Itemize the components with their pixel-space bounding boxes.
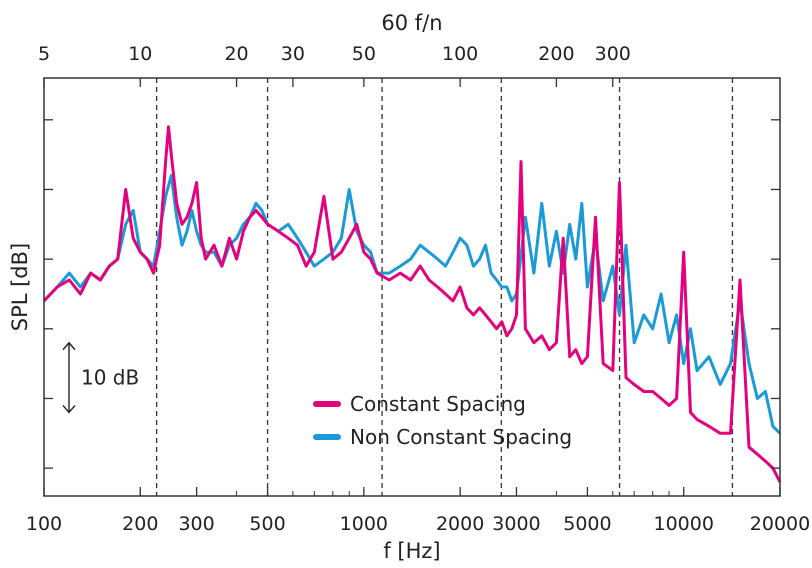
x-tick-label: 300 <box>178 513 214 535</box>
top-tick-label: 300 <box>595 43 631 65</box>
x-tick-label: 3000 <box>492 513 540 535</box>
series-line-1 <box>42 174 782 435</box>
top-tick-labels: 23510203050100200300 <box>38 43 631 65</box>
top-tick-label: 30 <box>281 43 305 65</box>
top-tick-label: 50 <box>352 43 376 65</box>
top-tick-label: 200 <box>538 43 574 65</box>
top-tick-label: 5 <box>38 43 50 65</box>
axis-ticks <box>43 78 781 496</box>
x-tick-label: 20000 <box>750 513 810 535</box>
scale-bar-bottom-arrow <box>62 404 76 414</box>
x-tick-label: 2000 <box>436 513 484 535</box>
x-tick-label: 100 <box>26 513 62 535</box>
x-axis-title: f [Hz] <box>383 539 440 563</box>
legend-label-non-constant-spacing: Non Constant Spacing <box>350 425 572 449</box>
plot-frame <box>43 77 781 497</box>
x-tick-label: 500 <box>249 513 285 535</box>
x-tick-label: 200 <box>122 513 158 535</box>
top-tick-label: 100 <box>442 43 478 65</box>
series-line-0 <box>42 125 782 483</box>
y-axis-title: SPL [dB] <box>8 243 32 332</box>
top-axis-title: 60 f/n <box>381 11 442 35</box>
top-tick-label: 20 <box>224 43 248 65</box>
x-tick-label: 1000 <box>340 513 388 535</box>
legend: Constant Spacing Non Constant Spacing <box>313 392 572 449</box>
series-layer <box>42 125 782 483</box>
x-tick-label: 10000 <box>653 513 713 535</box>
scale-bar: 10 dB <box>62 341 139 414</box>
bottom-tick-labels: 100 200 300 500 1000 2000 3000 5000 10000 20000 <box>26 513 810 535</box>
top-tick-label: 10 <box>128 43 152 65</box>
scale-bar-label: 10 dB <box>81 366 139 390</box>
x-tick-label: 5000 <box>563 513 611 535</box>
legend-label-constant-spacing: Constant Spacing <box>350 392 526 416</box>
scale-bar-top-arrow <box>62 341 76 351</box>
